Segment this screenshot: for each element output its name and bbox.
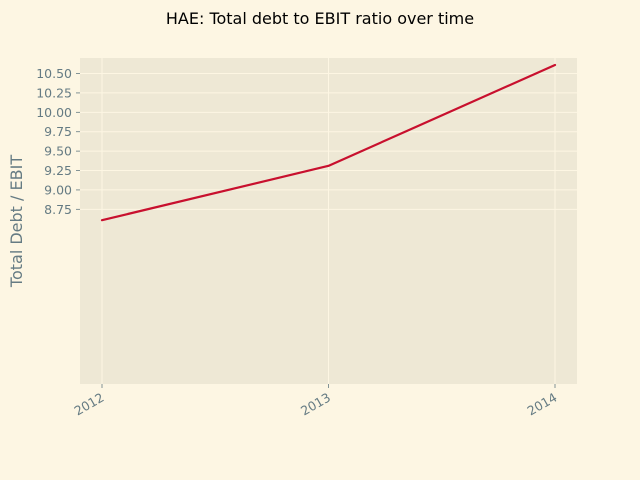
x-axis-ticks: 2012 2013 2014 — [71, 384, 560, 419]
series-line — [100, 63, 557, 222]
x-tick-label: 2014 — [524, 390, 559, 419]
y-tick-label: 9.00 — [44, 182, 72, 197]
y-tick-label: 10.00 — [36, 105, 72, 120]
y-axis-label: Total Debt / EBIT — [7, 155, 26, 288]
y-tick-label: 9.50 — [44, 144, 72, 159]
y-tick-label: 9.75 — [44, 124, 72, 139]
y-tick-label: 9.25 — [44, 163, 72, 178]
y-tick-label: 10.25 — [36, 85, 72, 100]
grid-lines — [80, 58, 577, 384]
x-tick-label: 2012 — [71, 390, 106, 419]
series-layer — [100, 63, 557, 222]
x-tick-label: 2013 — [298, 390, 333, 419]
y-tick-label: 8.75 — [44, 202, 72, 217]
y-tick-label: 10.50 — [36, 66, 72, 81]
y-axis-ticks: 8.75 9.00 9.25 9.50 9.75 10.00 10.25 10.50 — [36, 66, 80, 217]
chart-title: HAE: Total debt to EBIT ratio over time — [166, 9, 474, 28]
